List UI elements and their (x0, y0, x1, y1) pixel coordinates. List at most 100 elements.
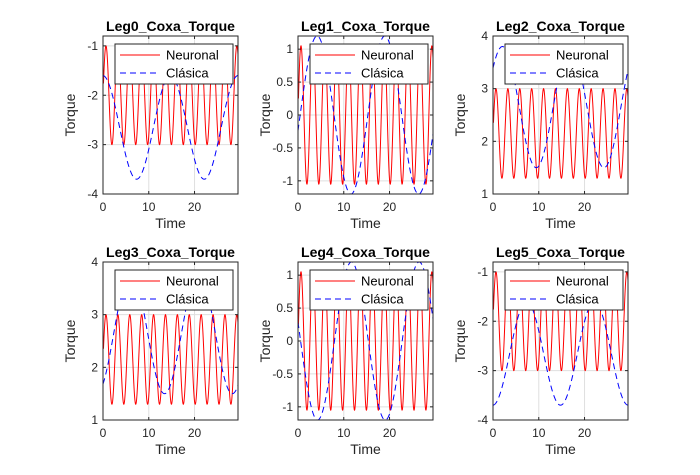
legend-box (309, 43, 429, 85)
y-tick-label: 0 (286, 108, 293, 122)
series-line-neuronal (298, 45, 433, 186)
legend-label-neuronal: Neuronal (361, 274, 414, 289)
chart-title: Leg1_Coxa_Torque (301, 18, 430, 34)
x-axis-label: Time (155, 215, 186, 231)
x-tick-label: 20 (578, 426, 592, 440)
y-tick-label: 1 (286, 268, 293, 282)
y-tick-label: 2 (91, 360, 98, 374)
x-axis-label: Time (350, 441, 381, 457)
axes-box (102, 261, 239, 421)
y-tick-label: 3 (91, 308, 98, 322)
chart-title: Leg3_Coxa_Torque (106, 244, 235, 260)
legend-box (504, 43, 624, 85)
x-tick-label: 20 (578, 200, 592, 214)
series-group (103, 272, 238, 405)
y-tick-label: -3 (87, 138, 98, 152)
x-tick-label: 10 (337, 426, 351, 440)
legend: Neuronal Clásica (309, 43, 429, 85)
subplot-2: 0 10 20 1 2 3 4 Leg2_Coxa_Torque Time Torque Neuro… (452, 18, 629, 231)
x-tick-label: 0 (100, 426, 107, 440)
subplot-5: 0 10 20 -4 -3 -2 -1 Leg5_Coxa_Torque Time Torque N… (452, 244, 629, 457)
legend-label-clasica: Clásica (556, 292, 599, 307)
legend-box (309, 269, 429, 311)
chart-title: Leg0_Coxa_Torque (106, 18, 235, 34)
x-tick-label: 20 (383, 200, 397, 214)
x-tick-label: 10 (532, 426, 546, 440)
y-tick-label: 4 (481, 29, 488, 43)
x-tick-label: 10 (337, 200, 351, 214)
y-axis-label: Torque (452, 319, 468, 362)
x-axis-label: Time (545, 441, 576, 457)
legend-label-neuronal: Neuronal (166, 48, 219, 63)
x-tick-label: 0 (295, 200, 302, 214)
legend: Neuronal Clásica (309, 269, 429, 311)
legend-label-clasica: Clásica (166, 66, 209, 81)
y-tick-label: 3 (481, 82, 488, 96)
y-tick-label: 0.5 (276, 75, 293, 89)
x-tick-label: 0 (100, 200, 107, 214)
y-tick-label: -3 (477, 364, 488, 378)
y-axis-label: Torque (257, 319, 273, 362)
legend-label-neuronal: Neuronal (361, 48, 414, 63)
y-tick-label: -4 (87, 187, 98, 201)
legend-box (114, 269, 234, 311)
legend-box (504, 269, 624, 311)
y-tick-label: -1 (477, 265, 488, 279)
legend-label-clasica: Clásica (361, 66, 404, 81)
series-line-neuronal (298, 271, 433, 412)
x-tick-label: 10 (142, 426, 156, 440)
axes-box (492, 35, 629, 195)
subplot-1: 0 10 20 -1 -0.5 0 0.5 1 Leg1_Coxa_Torque Time Torq… (257, 18, 434, 231)
y-tick-label: -0.5 (272, 141, 293, 155)
y-tick-label: 4 (91, 255, 98, 269)
x-tick-label: 0 (490, 200, 497, 214)
legend-label-clasica: Clásica (166, 292, 209, 307)
y-tick-label: 1 (481, 187, 488, 201)
y-tick-label: -1 (282, 174, 293, 188)
series-line-clasica (103, 272, 238, 395)
x-tick-label: 20 (383, 426, 397, 440)
legend: Neuronal Clásica (504, 269, 624, 311)
y-tick-label: -4 (477, 413, 488, 427)
series-group (298, 36, 433, 194)
x-tick-label: 10 (142, 200, 156, 214)
legend-box (114, 43, 234, 85)
y-tick-label: -1 (282, 400, 293, 414)
subplot-3: 0 10 20 1 2 3 4 Leg3_Coxa_Torque Time Torque Neuro… (62, 244, 239, 457)
axes-box (102, 35, 239, 195)
y-axis-label: Torque (257, 93, 273, 136)
chart-title: Leg2_Coxa_Torque (496, 18, 625, 34)
legend-label-clasica: Clásica (556, 66, 599, 81)
x-tick-label: 0 (295, 426, 302, 440)
legend: Neuronal Clásica (114, 43, 234, 85)
chart-title: Leg5_Coxa_Torque (496, 244, 625, 260)
series-line-neuronal (493, 87, 628, 179)
legend-label-neuronal: Neuronal (166, 274, 219, 289)
x-axis-label: Time (545, 215, 576, 231)
y-tick-label: 1 (91, 413, 98, 427)
y-tick-label: -2 (477, 314, 488, 328)
legend-label-neuronal: Neuronal (556, 274, 609, 289)
x-tick-label: 10 (532, 200, 546, 214)
series-line-neuronal (103, 313, 238, 405)
y-tick-label: 2 (481, 134, 488, 148)
y-axis-label: Torque (62, 93, 78, 136)
y-tick-label: -1 (87, 39, 98, 53)
chart-title: Leg4_Coxa_Torque (301, 244, 430, 260)
x-tick-label: 20 (188, 426, 202, 440)
y-axis-label: Torque (62, 319, 78, 362)
subplot-4: 0 10 20 -1 -0.5 0 0.5 1 Leg4_Coxa_Torque Time Torq… (257, 244, 434, 457)
legend: Neuronal Clásica (114, 269, 234, 311)
legend-label-neuronal: Neuronal (556, 48, 609, 63)
x-axis-label: Time (350, 215, 381, 231)
legend: Neuronal Clásica (504, 43, 624, 85)
y-tick-label: 0.5 (276, 301, 293, 315)
y-tick-label: 0 (286, 334, 293, 348)
y-tick-label: -2 (87, 88, 98, 102)
x-tick-label: 0 (490, 426, 497, 440)
series-line-clasica (493, 301, 628, 406)
subplot-0: 0 10 20 -4 -3 -2 -1 Leg0_Coxa_Torque Time Torque N… (62, 18, 239, 231)
x-axis-label: Time (155, 441, 186, 457)
series-line-clasica (298, 36, 433, 194)
